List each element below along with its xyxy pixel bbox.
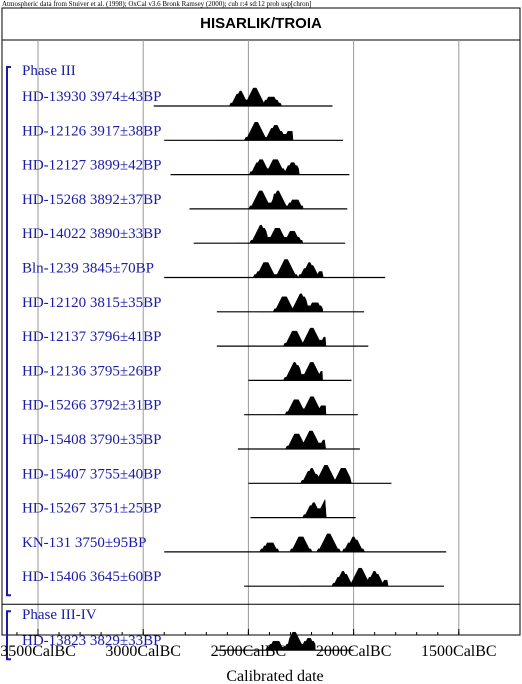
probability-distribution (243, 533, 368, 553)
probability-distribution (276, 396, 327, 415)
probability-distribution (272, 430, 327, 450)
sample-row: HD-15268 3892±37BP (22, 190, 348, 210)
probability-distribution (203, 87, 283, 107)
sample-row: HD-12136 3795±26BP (22, 362, 352, 381)
sample-row: Bln-1239 3845±70BP (22, 259, 386, 279)
x-axis-ticks: 3500CalBC 3000CalBC 2500CalBC 2000CalBC 1500… (0, 629, 497, 660)
sample-label: HD-13930 3974±43BP (22, 89, 162, 105)
phase-label: Phase III (22, 63, 76, 79)
probability-distribution (220, 159, 300, 175)
plot-frame (1, 7, 521, 636)
probability-distribution (226, 259, 324, 279)
sample-row: HD-12126 3917±38BP (22, 122, 344, 141)
sample-row: HD-15406 3645±60BP (22, 567, 445, 587)
probability-distribution (214, 122, 294, 141)
tick-label: 2500CalBC (211, 643, 287, 660)
sample-row: HD-12127 3899±42BP (22, 158, 350, 176)
probability-distribution (236, 224, 304, 244)
sample-label: KN-131 3750±95BP (22, 535, 147, 551)
sample-label: HD-12136 3795±26BP (22, 363, 162, 379)
tick-label: 1500CalBC (421, 643, 497, 660)
tick-label: 3500CalBC (0, 643, 76, 660)
sample-label: HD-14022 3890±33BP (22, 226, 162, 242)
chart-title: HISARLIK/TROIA (200, 15, 322, 32)
sample-label: HD-15407 3755±40BP (22, 466, 162, 482)
probability-distribution (258, 293, 324, 313)
plot-border (1, 7, 521, 636)
sample-label: HD-12127 3899±42BP (22, 158, 162, 174)
sample-row: HD-15408 3790±35BP (22, 430, 360, 450)
sample-row: HD-13930 3974±43BP (22, 87, 333, 107)
probability-distribution (233, 190, 304, 210)
sample-label: Bln-1239 3845±70BP (22, 261, 154, 277)
sample-label: HD-12137 3796±41BP (22, 329, 162, 345)
sample-label: HD-15406 3645±60BP (22, 569, 162, 585)
probability-distribution (255, 631, 316, 651)
tick-label: 2000CalBC (316, 643, 392, 660)
sample-label: HD-15268 3892±37BP (22, 192, 162, 208)
probability-distribution (279, 498, 327, 518)
phase-bracket (6, 610, 11, 661)
sample-row: HD-12137 3796±41BP (22, 327, 369, 347)
sample-rows: HD-13930 3974±43BP HD-12126 3917±38BP HD-1… (22, 87, 447, 651)
tick-label: 3000CalBC (105, 643, 181, 660)
probability-distribution (300, 567, 389, 587)
phase-brackets: Phase III Phase III-IV (2, 63, 520, 661)
sample-row: HD-12120 3815±35BP (22, 293, 365, 313)
sample-row: HD-14022 3890±33BP (22, 224, 346, 244)
x-axis-label: Calibrated date (226, 668, 323, 684)
sample-label: HD-12120 3815±35BP (22, 295, 162, 311)
phase-label: Phase III-IV (22, 607, 97, 623)
sample-label: HD-15266 3792±31BP (22, 398, 162, 414)
sample-label: HD-15408 3790±35BP (22, 432, 162, 448)
grid-lines (37, 40, 460, 635)
sample-label: HD-13823 3829±33BP (22, 633, 162, 649)
sample-row: HD-15267 3751±25BP (22, 498, 356, 519)
probability-distribution (259, 327, 327, 347)
sample-label: HD-15267 3751±25BP (22, 501, 162, 517)
sample-row: KN-131 3750±95BP (22, 533, 447, 553)
sample-row: HD-15266 3792±31BP (22, 396, 358, 416)
sample-label: HD-12126 3917±38BP (22, 123, 162, 139)
header-note: Atmospheric data from Stuiver et al. (19… (2, 0, 312, 8)
sample-row: HD-15407 3755±40BP (22, 465, 392, 484)
probability-distribution (277, 362, 323, 381)
sample-row: HD-13823 3829±33BP (22, 631, 354, 651)
probability-distribution (288, 465, 352, 484)
phase-bracket (6, 66, 11, 597)
